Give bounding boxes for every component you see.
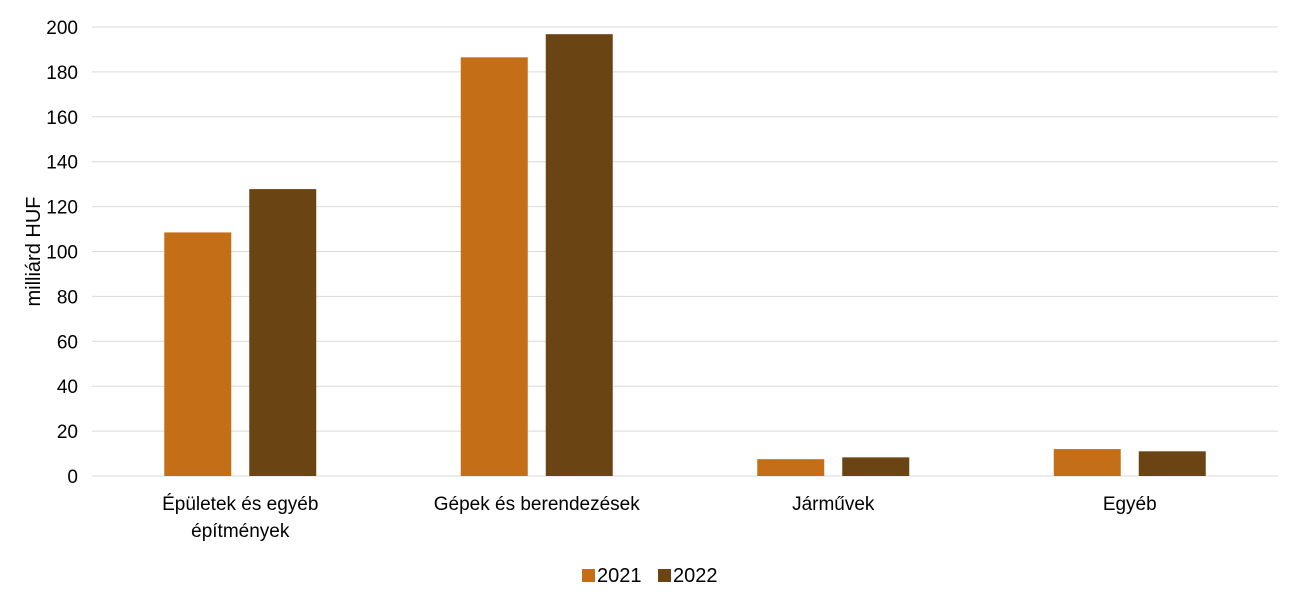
legend: 2021 2022 <box>582 565 718 587</box>
x-category-label: Járművek <box>792 494 875 515</box>
y-axis-ticks: 0 20 40 60 80 100 120 140 160 180 200 <box>46 18 78 488</box>
bar-2021 <box>757 459 825 476</box>
x-axis-categories: Épületek és egyéb építmények Gépek és bere… <box>162 494 1157 542</box>
y-tick-label: 100 <box>46 243 78 264</box>
y-axis-label: milliárd HUF <box>23 197 45 307</box>
y-tick-label: 120 <box>46 198 78 219</box>
bar-2022 <box>249 189 317 477</box>
y-tick-label: 200 <box>46 18 78 39</box>
x-category-label: Épületek és egyéb <box>162 494 318 515</box>
y-tick-label: 140 <box>46 153 78 174</box>
bar-2021 <box>460 57 528 477</box>
bars <box>164 34 1206 477</box>
bar-2022 <box>545 34 613 477</box>
y-tick-label: 20 <box>57 422 78 443</box>
bar-2021 <box>1053 449 1121 476</box>
legend-swatch <box>582 569 595 582</box>
y-tick-label: 40 <box>57 377 78 398</box>
y-tick-label: 180 <box>46 63 78 84</box>
x-category-label: Egyéb <box>1103 494 1157 515</box>
legend-swatch <box>658 569 671 582</box>
bar-2021 <box>164 232 232 476</box>
bar-2022 <box>842 457 910 476</box>
legend-label: 2021 <box>597 565 642 587</box>
x-category-label: Gépek és berendezések <box>434 494 640 515</box>
y-tick-label: 80 <box>57 287 78 308</box>
y-tick-label: 60 <box>57 332 78 353</box>
y-tick-label: 160 <box>46 108 78 129</box>
x-category-label: építmények <box>191 521 290 542</box>
legend-label: 2022 <box>673 565 718 587</box>
bar-2022 <box>1138 451 1206 476</box>
y-tick-label: 0 <box>67 467 78 488</box>
